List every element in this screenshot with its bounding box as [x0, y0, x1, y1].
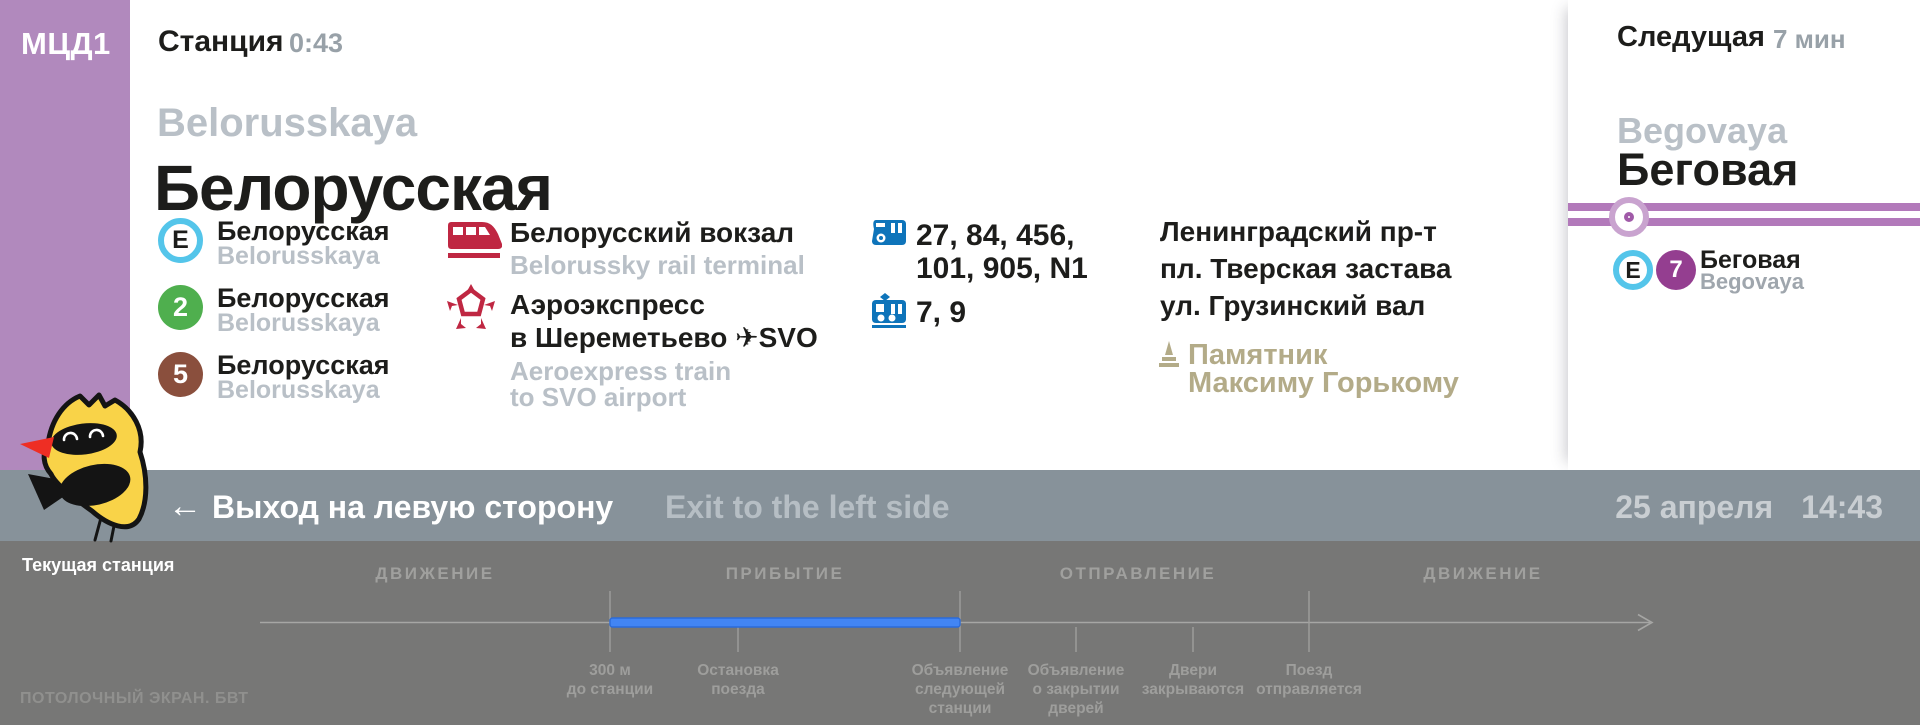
- current-date: 25 апреля: [1615, 489, 1774, 525]
- exit-side-text-en: Exit to the left side: [665, 489, 950, 525]
- station-name-latin: Belorusskaya: [157, 101, 418, 145]
- progress-bar: [609, 617, 961, 628]
- monument-icon: [1159, 341, 1179, 367]
- tram-icon: [872, 293, 906, 328]
- timeline-event-train-stop: Остановка поезда: [697, 662, 779, 698]
- current-station-label: Текущая станция: [22, 555, 175, 575]
- phase-label-departure: ОТПРАВЛЕНИЕ: [1059, 564, 1217, 583]
- aeroexpress-logo-icon: [447, 284, 495, 329]
- aeroexpress-ru-line1: Аэроэкспресс: [510, 289, 705, 320]
- timeline-event-doors-close: Двери закрываются: [1141, 662, 1245, 698]
- metro-connection-row: E Белорусская Belorusskaya: [158, 216, 438, 269]
- bus-routes-line1: 27, 84, 456,: [916, 219, 1075, 252]
- line-diagram-stripe-bottom: [1568, 218, 1920, 226]
- left-arrow-icon: ←: [168, 487, 202, 525]
- timeline-event-next-station-announcement: Объявление следующей станции: [911, 662, 1009, 717]
- next-station-label: Следущая: [1617, 21, 1765, 53]
- metro-connection-row: 5 Белорусская Belorusskaya: [158, 350, 438, 403]
- dwell-time: 0:43: [289, 28, 344, 58]
- phase-label-moving-1: ДВИЖЕНИЕ: [375, 564, 495, 583]
- bus-routes-line2: 101, 905, N1: [916, 252, 1088, 285]
- next-station-name: Беговая: [1617, 144, 1799, 195]
- street-name: Ленинградский пр-т: [1160, 216, 1437, 247]
- screen-type-caption: ПОТОЛОЧНЫЙ ЭКРАН. БВТ: [20, 690, 249, 707]
- line-name-badge: МЦД1: [21, 26, 111, 61]
- line-e-badge: E: [1613, 250, 1653, 290]
- metro-connection-row: 2 Белорусская Belorusskaya: [158, 283, 438, 336]
- timeline-axis-graphic: [260, 591, 1654, 652]
- next-station-panel: Следущая 7 мин Begovaya Беговая E 7 Бего…: [1568, 0, 1920, 470]
- landmark-name-line2: Максиму Горькому: [1188, 367, 1459, 399]
- next-station-eta: 7 мин: [1773, 24, 1846, 54]
- next-connection-name-ru: Беговая: [1700, 246, 1801, 274]
- connection-name-en: Belorusskaya: [217, 242, 380, 270]
- aeroexpress-ru-line2: в Шереметьево ✈SVO: [510, 322, 818, 353]
- timeline-event-doors-closing-announcement: Объявление о закрытии дверей: [1027, 662, 1125, 717]
- timeline-event-300m: 300 м до станции: [566, 662, 654, 698]
- line-color-sidebar: МЦД1: [0, 0, 130, 470]
- line-2-badge: 2: [158, 285, 203, 330]
- line-diagram-stripe-top: [1568, 203, 1920, 211]
- next-connection-name-en: Begovaya: [1700, 269, 1804, 294]
- line-5-badge: 5: [158, 352, 203, 397]
- connection-name-ru: Белорусская: [217, 283, 390, 313]
- station-name: Белорусская: [154, 152, 553, 224]
- landmark-name-line1: Памятник: [1188, 339, 1328, 371]
- connection-name-ru: Белорусская: [217, 216, 390, 246]
- trip-timeline-panel: Текущая станция ДВИЖЕНИЕ ПРИБЫТИЕ ОТПРАВ…: [0, 541, 1920, 725]
- nearby-streets: Ленинградский пр-т пл. Тверская застава …: [1160, 213, 1451, 324]
- date-time: 25 апреля 14:43: [1615, 489, 1883, 526]
- current-time: 14:43: [1801, 489, 1883, 525]
- aeroexpress-en-line2: to SVO airport: [510, 382, 687, 412]
- exit-side-text-ru: Выход на левую сторону: [212, 489, 614, 525]
- phase-label-moving-2: ДВИЖЕНИЕ: [1423, 564, 1543, 583]
- rail-terminal-name-ru: Белорусский вокзал: [510, 217, 795, 248]
- rail-terminal-name-en: Belorussky rail terminal: [510, 250, 805, 280]
- bus-icon: [872, 220, 906, 245]
- station-marker-core: [1624, 212, 1634, 222]
- station-marker-icon: [1609, 197, 1649, 237]
- phase-label-arrival: ПРИБЫТИЕ: [725, 564, 845, 583]
- train-icon: [448, 222, 502, 258]
- station-label: Станция: [158, 25, 284, 58]
- timeline-event-train-departs: Поезд отправляется: [1256, 662, 1362, 698]
- line-7-badge: 7: [1656, 250, 1696, 290]
- line-e-badge: E: [158, 218, 203, 263]
- bird-mascot-illustration: [20, 392, 149, 543]
- connection-name-en: Belorusskaya: [217, 376, 380, 404]
- connection-name-en: Belorusskaya: [217, 309, 380, 337]
- street-name: ул. Грузинский вал: [1160, 290, 1426, 321]
- street-name: пл. Тверская застава: [1160, 253, 1452, 284]
- tram-routes: 7, 9: [916, 296, 967, 329]
- connection-name-ru: Белорусская: [217, 350, 390, 380]
- next-station-name-latin: Begovaya: [1617, 110, 1788, 151]
- exit-side-bar: ← Выход на левую сторону Exit to the lef…: [0, 470, 1920, 541]
- aeroexpress-en-line1: Aeroexpress train: [510, 356, 732, 386]
